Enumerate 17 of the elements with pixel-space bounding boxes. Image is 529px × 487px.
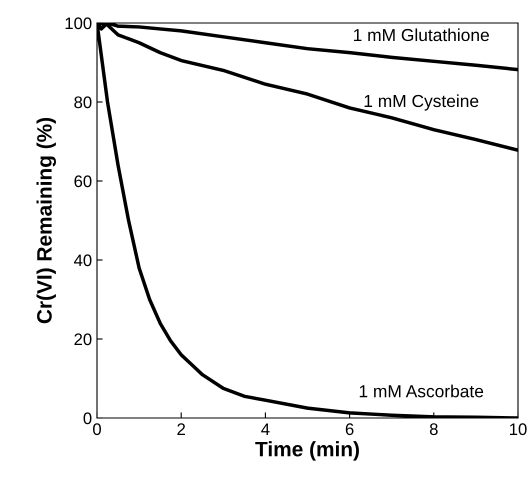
series-label: 1 mM Glutathione [354, 28, 489, 42]
x-tick-label: 4 [261, 423, 270, 435]
y-tick-label: 60 [74, 175, 92, 188]
y-tick-label: 40 [74, 254, 92, 266]
x-tick-label: 2 [177, 423, 185, 435]
y-tick-label: 0 [84, 412, 92, 424]
y-tick-label: 80 [74, 96, 92, 108]
y-tick-label: 20 [74, 333, 92, 346]
y-axis-title: Cr(VI) Remaining (%) [36, 118, 56, 324]
x-tick-label: 10 [510, 423, 527, 436]
x-tick-label: 8 [430, 423, 438, 436]
x-tick-label: 6 [346, 423, 354, 436]
y-tick-label: 100 [66, 17, 92, 30]
series-label: 1 mM Cysteine [364, 94, 478, 111]
series-label: 1 mM Ascorbate [360, 384, 484, 398]
x-tick-label: 0 [93, 423, 101, 436]
x-axis-title: Time (min) [255, 441, 359, 461]
